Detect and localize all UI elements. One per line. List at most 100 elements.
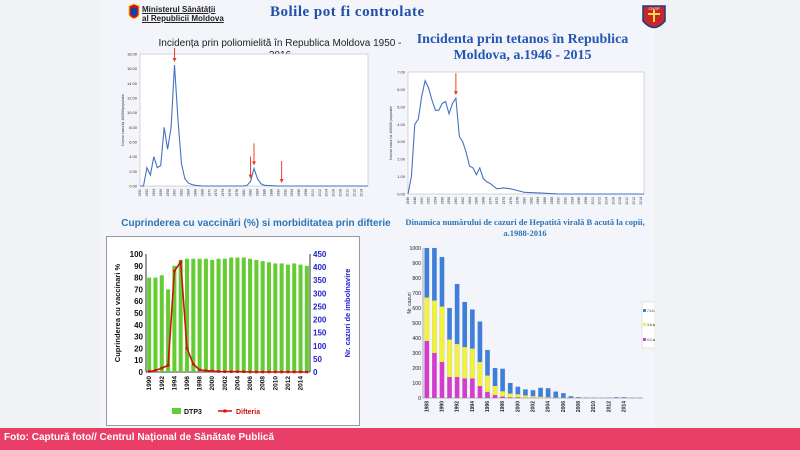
y-left-tick-label: 90: [134, 262, 143, 271]
x-tick-label: 1988: [550, 197, 554, 205]
y-right-axis-label: Nr. cazuri de imbolnavire: [343, 269, 352, 358]
diphtheria-point: [267, 370, 271, 374]
hepatitis-bar: [469, 348, 475, 379]
hepatitis-b-chart: 0 100 200 300 400 500 600 700 800 900 1000 Nr. cazu…: [407, 246, 655, 412]
dtp3-bar: [147, 277, 152, 372]
hepatitis-bar: [515, 397, 521, 399]
x-tick-label: 2010: [272, 376, 279, 391]
hepatitis-bar: [477, 361, 483, 387]
x-tick-label: 2002: [531, 401, 537, 412]
x-tick-label: 1978: [516, 197, 520, 205]
y-tick-label: 6.00: [129, 140, 138, 145]
x-tick-label: 2000: [209, 376, 216, 391]
hepatitis-bar: [469, 378, 475, 399]
x-tick-label: 1972: [495, 197, 499, 205]
dtp3-bar: [248, 258, 253, 372]
hepatitis-bar: [553, 391, 559, 398]
x-tick-label: 1962: [461, 197, 465, 205]
y-left-tick-label: 50: [134, 309, 143, 318]
x-tick-label: 2008: [576, 401, 582, 412]
dtp3-bar: [235, 257, 240, 372]
diphtheria-point: [280, 370, 283, 374]
y-tick-label: 400: [412, 336, 421, 342]
y-tick-label: 7.00: [397, 70, 406, 75]
legend-label: 7-14 (17) ani: [647, 309, 655, 313]
y-tick-label: 500: [412, 321, 421, 327]
legend-diphtheria-label: Difteria: [236, 409, 260, 416]
x-tick-label: 1960: [454, 197, 458, 205]
x-tick-label: 1996: [297, 189, 301, 197]
x-tick-label: 1950: [420, 197, 424, 205]
dtp3-bar: [298, 264, 303, 372]
x-tick-label: 1994: [290, 189, 294, 197]
y-tick-label: 0.00: [397, 192, 406, 197]
x-tick-label: 1962: [180, 189, 184, 197]
x-tick-label: 2008: [339, 189, 343, 197]
x-tick-label: 2008: [260, 376, 267, 391]
hepatitis-bar: [530, 396, 536, 398]
y-left-axis-label: Cuprinderea cu vaccinari %: [113, 263, 122, 362]
x-tick-label: 1960: [173, 189, 177, 197]
x-tick-label: 1984: [256, 189, 260, 197]
diphtheria-point: [305, 370, 309, 374]
ministry-logo-text: Ministerul Sănătății al Republicii Moldo…: [142, 5, 224, 23]
y-tick-label: 2.00: [397, 157, 406, 162]
y-tick-label: 5.00: [397, 104, 406, 109]
x-tick-label: 1964: [468, 197, 472, 205]
diphtheria-point: [160, 366, 164, 370]
x-tick-label: 1978: [235, 189, 239, 197]
y-right-tick-label: 50: [313, 355, 322, 364]
dtp3-bar: [229, 257, 234, 372]
x-tick-label: 2014: [639, 197, 643, 205]
y-right-tick-label: 100: [313, 342, 327, 351]
photo-credit-bar: Foto: Captură foto// Centrul Național de…: [0, 428, 800, 450]
hepatitis-bar: [538, 396, 543, 399]
hepatitis-bar: [492, 367, 498, 387]
x-tick-label: 2012: [352, 189, 356, 197]
dtp3-bar: [197, 258, 202, 372]
x-tick-label: 1952: [145, 189, 149, 197]
hepatitis-bar: [568, 396, 574, 398]
series-line: [407, 79, 644, 195]
x-tick-label: 1994: [171, 376, 178, 391]
dtp3-bar: [304, 265, 309, 372]
y-tick-label: 18.00: [127, 52, 138, 57]
diphtheria-point: [173, 269, 176, 273]
x-tick-label: 1990: [146, 376, 153, 391]
hepatitis-bar: [485, 349, 490, 376]
dtp3-bar: [222, 258, 227, 372]
diphtheria-point: [217, 370, 220, 373]
hepatitis-bar: [492, 385, 498, 396]
y-tick-label: 0.00: [129, 184, 138, 189]
hepatitis-bar: [454, 283, 460, 345]
y-right-tick-label: 350: [313, 276, 327, 285]
x-tick-label: 1994: [570, 197, 574, 205]
hepatitis-bar: [432, 247, 437, 301]
legend-diphtheria-marker: [223, 409, 227, 413]
x-tick-label: 1992: [159, 376, 166, 391]
hepatitis-bar: [523, 389, 528, 396]
hepatitis-bar: [485, 375, 490, 393]
red-arrow-head: [248, 174, 253, 179]
diphtheria-point: [255, 370, 258, 374]
y-tick-label: 16.00: [127, 66, 138, 71]
y-left-tick-label: 60: [134, 297, 143, 306]
hepatitis-bar: [462, 378, 468, 399]
diphtheria-point: [185, 347, 189, 350]
x-tick-label: 2010: [591, 401, 597, 412]
x-tick-label: 1996: [485, 401, 491, 412]
ministry-line-1: Ministerul Sănătății: [142, 5, 216, 14]
dtp3-bar: [279, 263, 284, 372]
red-arrow-head: [279, 179, 284, 183]
diphtheria-point: [248, 370, 252, 374]
x-tick-label: 1998: [500, 401, 506, 412]
y-tick-label: 14.00: [127, 81, 138, 86]
x-tick-label: 1956: [159, 189, 163, 197]
y-left-tick-label: 70: [134, 285, 143, 294]
hepatitis-bar: [477, 321, 483, 363]
x-tick-label: 1970: [488, 197, 492, 205]
x-tick-label: 1998: [584, 197, 588, 205]
dtp3-bar: [172, 265, 177, 372]
hepatitis-bar: [424, 297, 430, 342]
x-tick-label: 2006: [332, 189, 336, 197]
